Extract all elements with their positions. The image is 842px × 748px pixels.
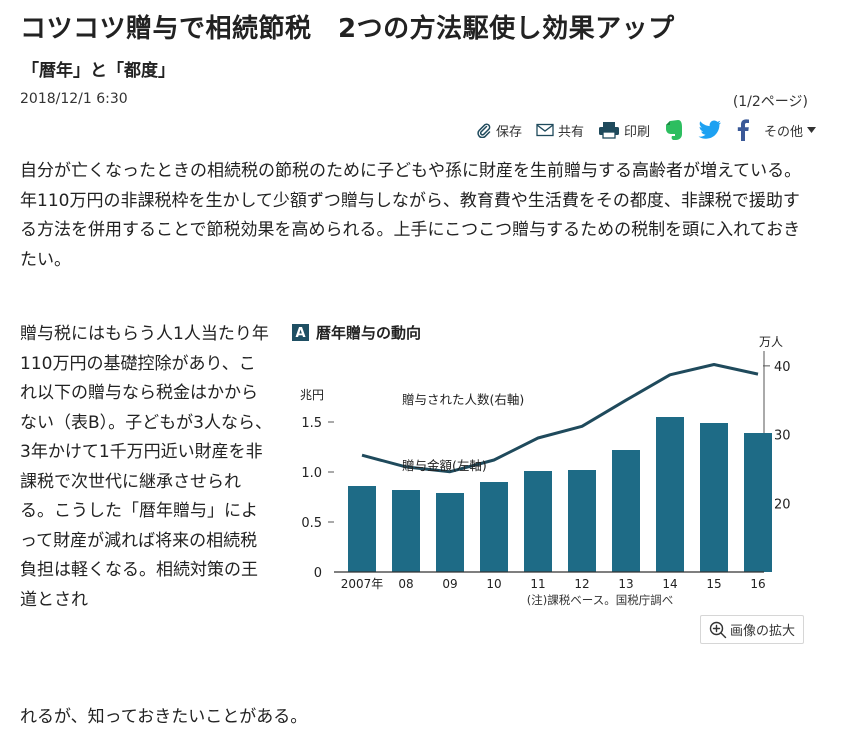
twitter-icon	[698, 120, 721, 139]
bar-2007年	[348, 486, 376, 572]
x-tick-label: 16	[750, 577, 765, 591]
more-label: その他	[763, 124, 803, 140]
x-tick-label: 10	[486, 577, 501, 591]
bar-11	[524, 471, 552, 572]
mail-icon	[536, 123, 554, 137]
save-label: 保存	[495, 124, 522, 140]
left-tick-label: 1.0	[301, 466, 322, 481]
right-tick-label: 30	[774, 429, 791, 444]
chart-badge	[292, 324, 309, 341]
printer-icon	[598, 122, 619, 139]
people-count-line	[361, 363, 759, 474]
chart-source-note: (注)課税ベース。国税庁調べ	[527, 593, 673, 607]
bar-series-label: 贈与金額(左軸)	[402, 458, 487, 473]
right-tick-label: 40	[774, 360, 791, 375]
x-tick-label: 13	[618, 577, 633, 591]
bar-13	[612, 450, 640, 572]
image-zoom-label: 画像の拡大	[730, 624, 796, 639]
article-body-last-line: れるが、知っておきたいことがある。	[20, 707, 308, 727]
article-headline: コツコツ贈与で相続節税 2つの方法駆使し効果アップ	[20, 14, 675, 44]
line-series-label: 贈与された人数(右軸)	[402, 392, 524, 407]
left-tick-label: 0	[314, 566, 322, 581]
chart-badge-label: A	[295, 326, 305, 341]
chart-title: 暦年贈与の動向	[316, 324, 421, 342]
bar-14	[656, 417, 684, 572]
bar-12	[568, 470, 596, 572]
zoom-in-icon	[709, 621, 727, 638]
article-body: 贈与税にはもらう人1人当たり年110万円の基礎控除があり、これ以下の贈与なら税金…	[20, 324, 272, 610]
right-axis-label: 万人	[759, 335, 783, 349]
chevron-down-icon	[807, 127, 816, 133]
share-button[interactable]: 共有	[536, 121, 584, 140]
x-tick-label: 14	[662, 577, 677, 591]
article-toolbar: 保存 共有 印刷 その他	[476, 119, 816, 141]
left-tick-label: 1.5	[301, 416, 322, 431]
bar-08	[392, 490, 420, 572]
right-tick-label: 20	[774, 497, 791, 512]
x-tick-label: 11	[530, 577, 545, 591]
bar-10	[480, 482, 508, 572]
share-label: 共有	[557, 124, 584, 140]
x-tick-label: 09	[442, 577, 457, 591]
facebook-icon	[737, 119, 749, 141]
publish-datetime: 2018/12/1 6:30	[20, 91, 128, 107]
chart-figure[interactable]: A 暦年贈与の動向兆円 万人 0 0.5 1.0 1.5 20 30 40 2007年 08 09 10 1…	[290, 320, 810, 610]
more-menu[interactable]: その他	[764, 121, 816, 140]
left-tick-label: 0.5	[301, 516, 322, 531]
page-indicator: (1/2ページ)	[732, 94, 808, 110]
x-tick-label: 15	[706, 577, 721, 591]
x-tick-label: 08	[398, 577, 413, 591]
twitter-button[interactable]	[698, 120, 722, 140]
left-axis-label: 兆円	[300, 388, 324, 402]
evernote-icon	[665, 120, 682, 140]
facebook-button[interactable]	[736, 119, 750, 141]
save-button[interactable]: 保存	[476, 121, 522, 140]
print-label: 印刷	[623, 124, 650, 140]
print-button[interactable]: 印刷	[598, 121, 650, 140]
article-subheadline: 「暦年」と「都度」	[22, 61, 175, 81]
bar-16	[744, 433, 772, 572]
x-tick-label: 2007年	[341, 577, 384, 591]
bar-15	[700, 423, 728, 572]
image-zoom-button[interactable]: 画像の拡大	[700, 615, 805, 644]
bar-09	[436, 493, 464, 572]
x-tick-label: 12	[574, 577, 589, 591]
paperclip-icon	[477, 123, 491, 138]
evernote-button[interactable]	[664, 119, 684, 141]
article-lead: 自分が亡くなったときの相続税の節税のために子どもや孫に財産を生前贈与する高齢者が…	[20, 161, 802, 270]
